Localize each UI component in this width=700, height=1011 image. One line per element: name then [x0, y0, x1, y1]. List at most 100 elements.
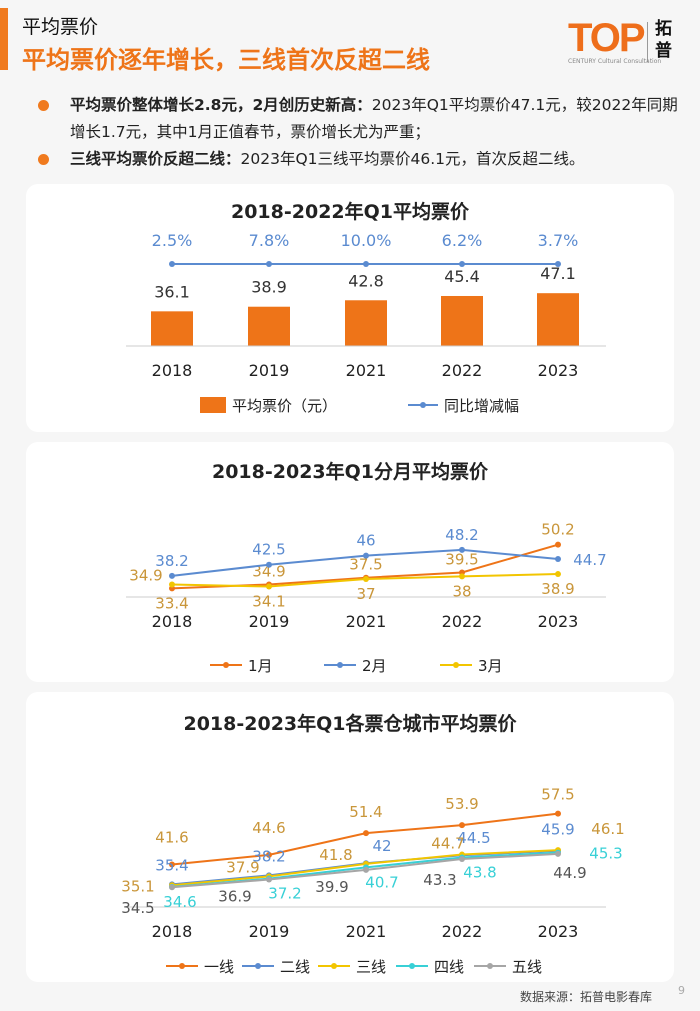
chart-title: 2018-2023年Q1分月平均票价 [212, 460, 489, 483]
series-point [266, 876, 272, 883]
x-tick-label: 2022 [442, 361, 483, 380]
point-value-label: 39.9 [315, 878, 348, 896]
summary-bullets: 平均票价整体增长2.8元，2月创历史新高：2023年Q1平均票价47.1元，较2… [38, 92, 678, 173]
point-value-label: 36.9 [218, 888, 251, 906]
logo-cn: 拓 普 [655, 18, 677, 62]
point-value-label: 44.7 [431, 835, 464, 853]
bullet-lead: 三线平均票价反超二线： [70, 150, 241, 168]
logo-divider [647, 22, 648, 62]
point-value-label: 34.9 [129, 566, 162, 584]
point-value-label: 34.5 [121, 899, 154, 917]
series-point [266, 583, 272, 590]
point-value-label: 38.2 [252, 847, 285, 865]
x-tick-label: 2018 [152, 361, 193, 380]
point-value-label: 39.5 [445, 551, 478, 569]
point-value-label: 48.2 [445, 526, 478, 544]
series-point [555, 555, 561, 562]
point-value-label: 38.9 [541, 580, 574, 598]
bar [441, 295, 483, 346]
legend-swatch-bar [200, 397, 226, 413]
legend-swatch-dot [223, 662, 229, 668]
x-tick-label: 2022 [442, 922, 483, 941]
yoy-label: 7.8% [249, 231, 290, 250]
bar-value-label: 38.9 [251, 278, 287, 297]
legend-label: 平均票价（元） [232, 397, 337, 415]
monthly-price-chart: 2018-2023年Q1分月平均票价 33.4 34.9 37.5 39.5 50.2 38… [126, 460, 607, 675]
point-value-label: 38.2 [155, 552, 188, 570]
bar [345, 300, 387, 346]
page-header: 平均票价 平均票价逐年增长，三线首次反超二线 [0, 0, 700, 80]
legend-swatch-dot [487, 963, 493, 969]
point-value-label: 42.5 [252, 541, 285, 559]
legend-label: 三线 [356, 958, 386, 976]
bar-value-label: 42.8 [348, 271, 384, 290]
chart-title: 2018-2022年Q1平均票价 [231, 200, 470, 223]
point-value-label: 34.1 [252, 593, 285, 611]
x-tick-label: 2018 [152, 612, 193, 631]
x-tick-label: 2021 [346, 361, 387, 380]
point-value-label: 57.5 [541, 786, 574, 804]
series-point [555, 541, 561, 548]
x-tick-label: 2022 [442, 612, 483, 631]
legend-swatch-dot [409, 963, 415, 969]
bullet-dot-icon [38, 154, 49, 165]
yoy-point [555, 261, 561, 267]
series-point [169, 572, 175, 579]
legend-swatch-dot [420, 402, 426, 408]
legend-swatch-dot [255, 963, 261, 969]
bullet-item: 平均票价整体增长2.8元，2月创历史新高：2023年Q1平均票价47.1元，较2… [38, 92, 678, 146]
chart-card-annual: 2018-2022年Q1平均票价 2.5% 7.8% 10.0% 6.2% 3.7% 36.… [26, 184, 674, 432]
point-value-label: 37.9 [226, 858, 259, 876]
legend-swatch-dot [331, 963, 337, 969]
bar-value-label: 36.1 [154, 282, 190, 301]
x-tick-label: 2023 [538, 922, 579, 941]
legend-swatch-dot [337, 662, 343, 668]
series-point [266, 851, 272, 858]
bar [248, 306, 290, 346]
point-value-label: 44.6 [252, 819, 285, 837]
point-value-label: 46.1 [591, 820, 624, 838]
legend-label: 同比增减幅 [444, 397, 519, 415]
point-value-label: 45.3 [589, 845, 622, 863]
bullet-dot-icon [38, 100, 49, 111]
x-tick-label: 2021 [346, 922, 387, 941]
point-value-label: 53.9 [445, 795, 478, 813]
data-source: 数据来源：拓普电影春库 [520, 990, 653, 1004]
bar-value-label: 47.1 [540, 264, 576, 283]
point-value-label: 34.6 [163, 893, 196, 911]
point-value-label: 38 [452, 582, 471, 600]
yoy-label: 10.0% [341, 231, 392, 250]
point-value-label: 33.4 [155, 594, 188, 612]
series-point [363, 866, 369, 873]
legend-label: 四线 [434, 958, 464, 976]
bar-value-label: 45.4 [444, 267, 480, 286]
series-point [169, 581, 175, 588]
series-point [169, 884, 175, 891]
legend-label: 2月 [362, 657, 387, 675]
yoy-point [459, 261, 465, 267]
page-number: 9 [678, 984, 685, 997]
series-point [363, 552, 369, 559]
legend-label: 一线 [204, 958, 234, 976]
point-value-label: 45.9 [541, 821, 574, 839]
x-tick-label: 2019 [249, 361, 290, 380]
bullet-text: 2023年Q1平均票价47.1元，较2022年同期增长1.7元，其中1月正值春节… [70, 96, 678, 141]
series-point [266, 561, 272, 568]
point-value-label: 46 [356, 532, 375, 550]
bullet-lead: 平均票价整体增长2.8元，2月创历史新高： [70, 96, 372, 114]
point-value-label: 37.2 [268, 885, 301, 903]
bar [151, 311, 193, 346]
point-value-label: 41.8 [319, 846, 352, 864]
series-point [169, 861, 175, 868]
accent-bar [0, 8, 8, 70]
bullet-item: 三线平均票价反超二线：2023年Q1三线平均票价46.1元，首次反超二线。 [38, 146, 678, 173]
series-point [363, 830, 369, 837]
x-tick-label: 2023 [538, 612, 579, 631]
point-value-label: 51.4 [349, 803, 382, 821]
point-value-label: 41.6 [155, 828, 188, 846]
point-value-label: 40.7 [365, 873, 398, 891]
point-value-label: 43.3 [423, 871, 456, 889]
x-tick-label: 2019 [249, 612, 290, 631]
legend-label: 1月 [248, 657, 273, 675]
series-point [363, 576, 369, 582]
